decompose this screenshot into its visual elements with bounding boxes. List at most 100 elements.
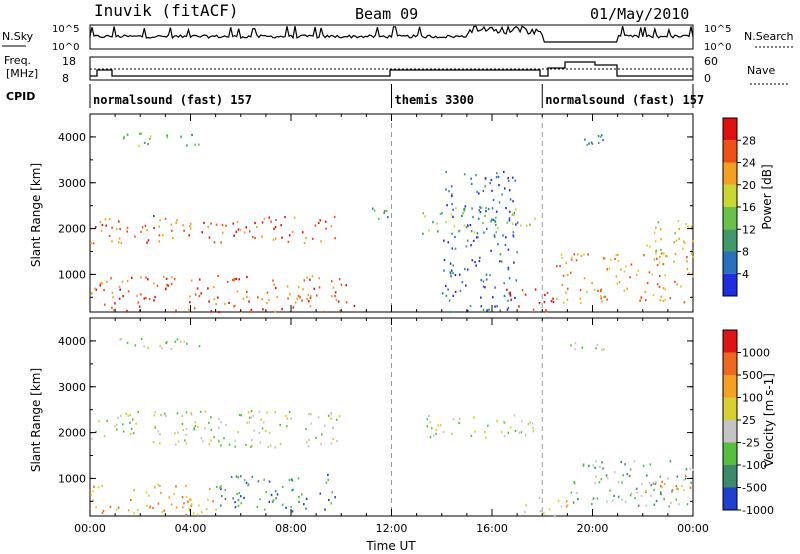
echo-point (164, 288, 167, 291)
echo-point (307, 293, 310, 297)
echo-point (455, 207, 457, 210)
echo-point (620, 460, 622, 464)
echo-point (507, 268, 510, 271)
echo-point (583, 253, 585, 256)
echo-point (613, 471, 616, 474)
echo-point (189, 227, 192, 230)
echo-point (116, 508, 118, 511)
echo-point (649, 245, 651, 248)
echo-point (207, 287, 209, 290)
echo-point (126, 309, 128, 313)
echo-point (262, 308, 264, 311)
echo-point (497, 227, 499, 230)
echo-point (383, 211, 385, 214)
echo-point (515, 223, 517, 226)
echo-point (115, 228, 118, 231)
echo-point (170, 282, 173, 286)
echo-point (279, 423, 281, 427)
echo-point (239, 229, 242, 232)
echo-point (205, 508, 208, 511)
echo-point (495, 210, 498, 213)
echo-point (324, 508, 326, 511)
echo-point (198, 278, 201, 281)
echo-point (322, 310, 325, 313)
echo-point (464, 268, 466, 271)
echo-point (210, 439, 213, 442)
echo-point (221, 223, 224, 226)
echo-point (245, 226, 248, 229)
colorbar-tick-label: 500 (742, 369, 763, 382)
echo-point (121, 280, 124, 283)
echo-point (621, 481, 623, 484)
echo-point (234, 304, 236, 307)
echo-point (175, 443, 177, 446)
echo-point (310, 422, 313, 425)
echo-point (553, 514, 556, 517)
echo-point (232, 222, 235, 225)
colorbar-cell (723, 273, 737, 296)
echo-point (224, 488, 227, 492)
echo-point (516, 221, 519, 224)
echo-point (118, 285, 121, 288)
echo-point (258, 410, 261, 413)
echo-point (217, 274, 219, 277)
echo-point (190, 413, 193, 416)
echo-point (509, 426, 512, 429)
echo-point (512, 222, 514, 225)
echo-point (204, 410, 207, 413)
echo-point (305, 497, 308, 500)
echo-point (557, 499, 560, 503)
echo-point (525, 504, 527, 507)
echo-point (143, 345, 145, 348)
colorbar-tick-label: -500 (742, 482, 767, 495)
echo-point (685, 468, 688, 471)
echo-point (194, 421, 197, 424)
echo-point (681, 484, 683, 487)
echo-point (669, 460, 672, 463)
echo-point (598, 481, 601, 484)
echo-point (626, 473, 628, 476)
echo-point (189, 498, 191, 501)
echo-point (149, 135, 152, 138)
echo-point (345, 301, 348, 304)
echo-point (668, 505, 671, 508)
echo-point (686, 268, 689, 271)
echo-point (662, 263, 665, 266)
echo-point (273, 283, 275, 286)
echo-point (95, 430, 97, 433)
echo-point (548, 508, 551, 511)
echo-point (576, 491, 578, 494)
echo-point (163, 275, 165, 278)
echo-point (620, 268, 622, 271)
nsearch-label: N.Search (744, 30, 794, 43)
echo-point (91, 437, 93, 441)
echo-point (272, 279, 274, 282)
echo-point (556, 297, 558, 300)
echo-point (587, 253, 589, 256)
echo-point (443, 239, 445, 242)
echo-point (303, 241, 306, 245)
echo-point (676, 283, 678, 286)
echo-point (210, 222, 212, 225)
echo-point (506, 288, 508, 291)
echo-point (691, 252, 693, 255)
echo-point (490, 178, 493, 181)
echo-point (159, 442, 161, 445)
echo-point (604, 295, 606, 298)
echo-point (228, 443, 231, 446)
echo-point (652, 293, 655, 297)
echo-point (173, 278, 176, 281)
echo-point (592, 497, 595, 500)
echo-point (186, 144, 188, 147)
echo-point (657, 221, 660, 224)
echo-point (566, 298, 569, 301)
echo-point (182, 224, 184, 227)
echo-point (573, 482, 576, 485)
echo-point (200, 292, 202, 295)
echo-point (629, 494, 632, 497)
echo-point (274, 237, 277, 240)
echo-point (445, 188, 447, 191)
echo-point (458, 421, 460, 424)
echo-point (238, 492, 241, 495)
echo-point (160, 491, 162, 495)
